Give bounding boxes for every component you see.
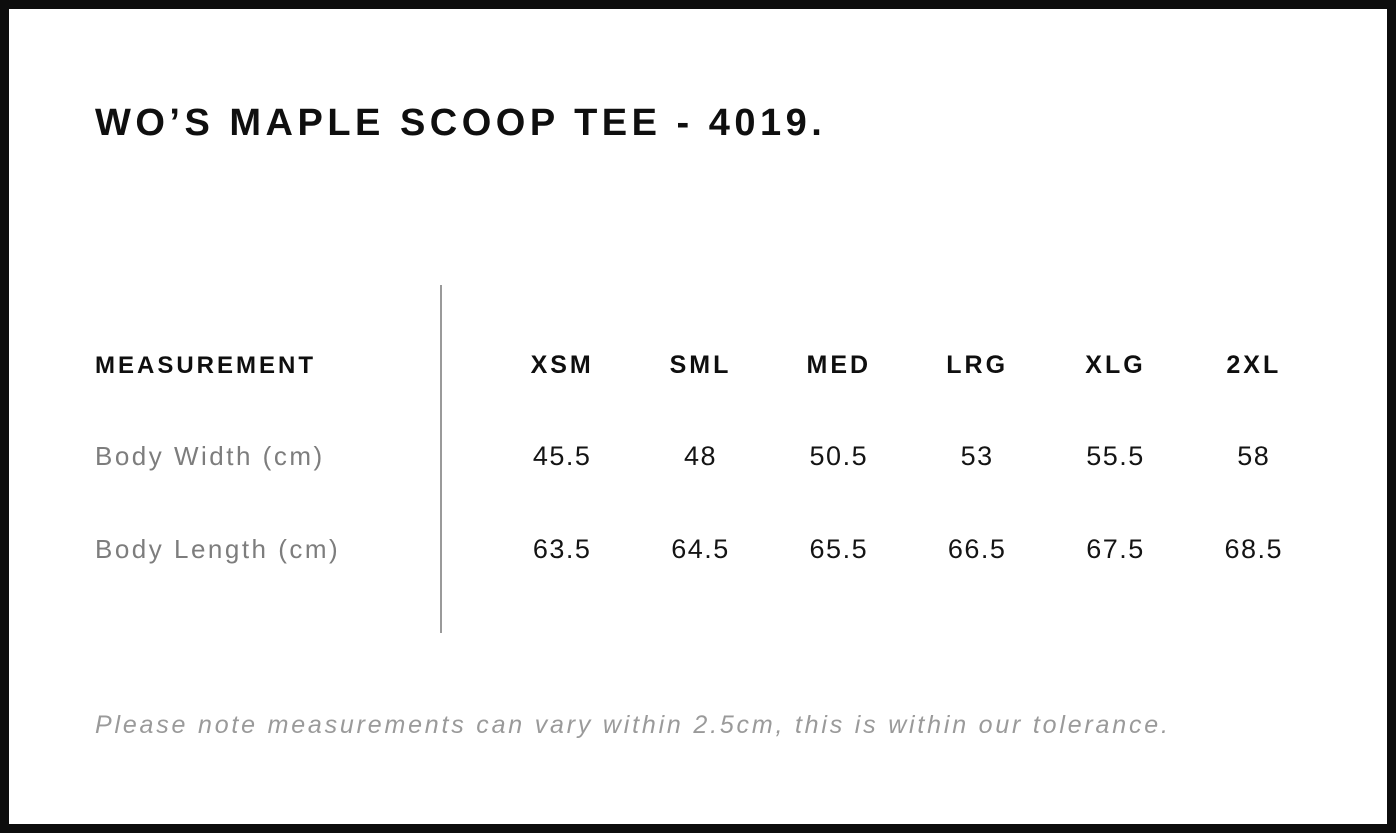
body-width-value-cells: 45.5 48 50.5 53 55.5 58: [493, 441, 1323, 472]
size-column-header-xlg: XLG: [1085, 351, 1146, 379]
row-label-body-length: Body Length (cm): [95, 534, 341, 564]
body-length-value-cells: 63.5 64.5 65.5 66.5 67.5 68.5: [493, 534, 1323, 565]
measurement-column-header: MEASUREMENT: [95, 352, 317, 379]
size-table: MEASUREMENT XSM SML MED LRG XLG 2XL Body…: [95, 285, 1323, 633]
table-row-body-length: Body Length (cm) 63.5 64.5 65.5 66.5 67.…: [95, 534, 1323, 565]
size-column-header-sml: SML: [669, 351, 732, 379]
cell-body-width-lrg: 53: [960, 441, 994, 471]
size-column-header-med: MED: [806, 351, 872, 379]
size-column-header-lrg: LRG: [946, 351, 1009, 379]
cell-body-width-med: 50.5: [809, 441, 869, 471]
cell-body-width-2xl: 58: [1237, 441, 1271, 471]
table-header-row: MEASUREMENT XSM SML MED LRG XLG 2XL: [95, 351, 1323, 380]
cell-body-width-xsm: 45.5: [532, 441, 592, 471]
cell-body-width-sml: 48: [683, 441, 718, 471]
page-title: WO’S MAPLE SCOOP TEE - 4019.: [95, 102, 827, 144]
tolerance-note: Please note measurements can vary within…: [95, 711, 1171, 739]
cell-body-length-sml: 64.5: [671, 534, 730, 564]
cell-body-width-xlg: 55.5: [1086, 441, 1145, 471]
cell-body-length-xsm: 63.5: [532, 534, 592, 564]
vertical-divider: [440, 285, 442, 633]
cell-body-length-med: 65.5: [809, 534, 869, 564]
table-row-body-width: Body Width (cm) 45.5 48 50.5 53 55.5 58: [95, 441, 1323, 472]
size-header-cells: XSM SML MED LRG XLG 2XL: [493, 351, 1323, 380]
cell-body-length-2xl: 68.5: [1224, 534, 1284, 564]
size-column-header-2xl: 2XL: [1226, 351, 1282, 379]
cell-body-length-xlg: 67.5: [1086, 534, 1145, 564]
size-column-header-xsm: XSM: [530, 351, 594, 379]
cell-body-length-lrg: 66.5: [947, 534, 1007, 564]
row-label-body-width: Body Width (cm): [95, 441, 325, 471]
